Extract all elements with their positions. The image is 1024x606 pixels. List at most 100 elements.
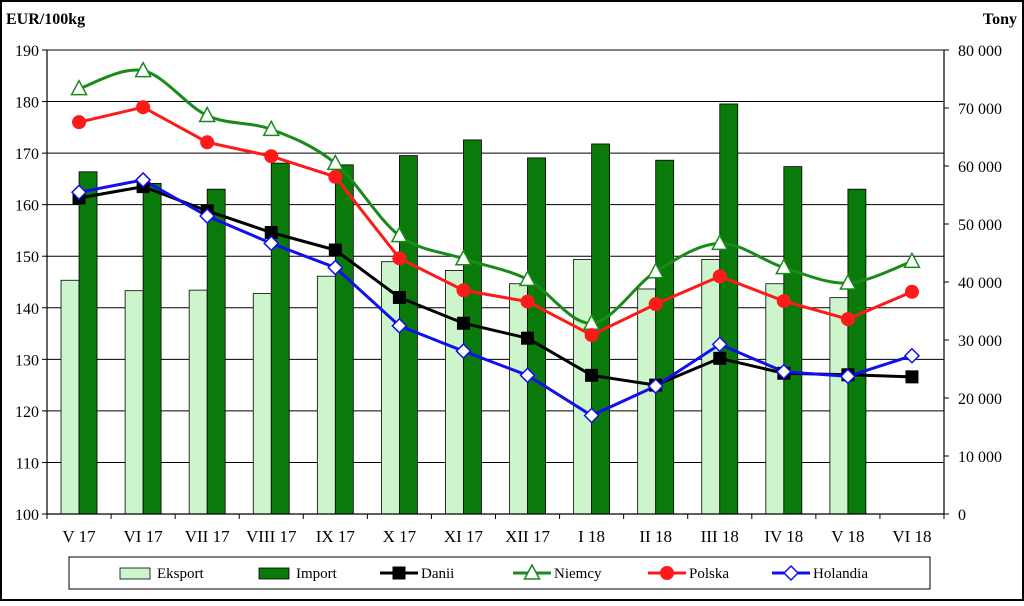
point-holandia <box>711 336 728 353</box>
line-danii <box>78 185 913 387</box>
point-danii <box>585 368 599 382</box>
point-niemcy <box>198 105 216 123</box>
x-tick-label: V 18 <box>831 527 864 546</box>
bar-import <box>847 188 867 515</box>
point-niemcy <box>518 269 537 287</box>
bar-import <box>719 103 739 515</box>
point-niemcy <box>710 233 729 251</box>
point-niemcy <box>390 226 409 243</box>
legend-label: Eksport <box>157 566 204 582</box>
x-tick-label: V 17 <box>62 527 96 546</box>
x-tick-label: VI 17 <box>124 527 164 546</box>
left-tick-label: 100 <box>15 507 39 524</box>
right-tick-label: 40 000 <box>958 275 1002 292</box>
x-tick-label: VII 17 <box>185 527 230 546</box>
point-holandia <box>775 363 792 380</box>
point-polska <box>520 294 535 309</box>
legend-label: Danii <box>421 566 454 582</box>
right-axis-title: Tony <box>983 11 1017 28</box>
right-tick-label: 60 000 <box>958 159 1002 176</box>
right-tick-label: 20 000 <box>958 391 1002 408</box>
legend-swatch-eksport <box>119 567 151 580</box>
point-niemcy <box>326 153 345 171</box>
point-niemcy <box>903 251 921 269</box>
point-niemcy <box>70 79 88 96</box>
point-polska <box>840 312 855 327</box>
bar-eksport <box>765 283 785 515</box>
right-tick-label: 0 <box>958 507 966 524</box>
point-polska <box>456 283 471 298</box>
legend-label: Import <box>296 566 338 582</box>
point-holandia <box>70 184 88 201</box>
point-niemcy <box>839 273 857 290</box>
x-tick-label: I 18 <box>578 527 605 546</box>
left-tick-label: 150 <box>15 249 39 266</box>
point-polska <box>264 149 279 164</box>
point-danii <box>328 243 342 257</box>
point-holandia <box>135 171 152 188</box>
point-holandia <box>327 259 344 276</box>
bar-import <box>270 162 290 515</box>
point-danii <box>456 316 470 330</box>
legend: Eksport Import Danii Niemcy Polska Holandia <box>68 556 931 590</box>
x-tick-label: IX 17 <box>316 527 356 546</box>
bar-import <box>398 155 418 515</box>
legend-label: Holandia <box>813 566 868 582</box>
legend-marker-danii <box>392 566 406 580</box>
x-tick-label: II 18 <box>639 527 672 546</box>
point-danii <box>905 370 919 384</box>
x-tick-label: VI 18 <box>892 527 931 546</box>
bar-eksport <box>124 290 144 515</box>
point-holandia <box>519 367 536 384</box>
point-niemcy <box>646 262 665 279</box>
point-holandia <box>647 378 664 395</box>
legend-marker-holandia <box>782 564 800 582</box>
point-niemcy <box>454 249 473 266</box>
x-tick-label: IV 18 <box>764 527 803 546</box>
left-tick-label: 110 <box>16 455 39 472</box>
x-tick-label: III 18 <box>701 527 739 546</box>
x-tick-label: XII 17 <box>505 527 550 546</box>
x-tick-label: VIII 17 <box>246 527 297 546</box>
bar-eksport <box>188 289 208 515</box>
right-tick-label: 10 000 <box>958 449 1002 466</box>
point-holandia <box>583 407 600 424</box>
point-polska <box>776 294 791 309</box>
right-tick-label: 30 000 <box>958 333 1002 350</box>
point-polska <box>200 135 215 150</box>
point-niemcy <box>775 257 793 275</box>
bar-import <box>334 164 354 515</box>
point-niemcy <box>134 61 152 78</box>
legend-marker-niemcy <box>523 563 541 580</box>
bar-import <box>655 159 675 515</box>
line-polska <box>78 105 913 337</box>
bar-eksport <box>316 275 336 515</box>
legend-label: Polska <box>689 566 729 582</box>
bar-eksport <box>701 258 721 515</box>
x-tick-label: XI 17 <box>444 527 484 546</box>
legend-swatch-import <box>258 567 290 580</box>
right-tick-label: 50 000 <box>958 217 1002 234</box>
right-tick-label: 80 000 <box>958 43 1002 60</box>
point-polska <box>72 115 87 130</box>
bar-import <box>142 182 162 515</box>
bar-eksport <box>637 288 657 515</box>
point-polska <box>328 169 343 184</box>
point-danii <box>713 351 727 365</box>
legend-marker-polska <box>660 566 674 580</box>
right-tick-label: 70 000 <box>958 101 1002 118</box>
plot-area <box>47 50 944 514</box>
point-niemcy <box>262 119 281 137</box>
x-tick-label: X 17 <box>383 527 417 546</box>
line-holandia <box>78 178 913 418</box>
point-polska <box>712 269 727 284</box>
left-tick-label: 130 <box>15 352 39 369</box>
left-tick-label: 140 <box>15 301 39 318</box>
bar-eksport <box>573 258 593 515</box>
point-polska <box>584 328 599 343</box>
point-holandia <box>455 343 472 360</box>
bar-import <box>206 188 226 515</box>
left-tick-label: 180 <box>15 95 39 112</box>
